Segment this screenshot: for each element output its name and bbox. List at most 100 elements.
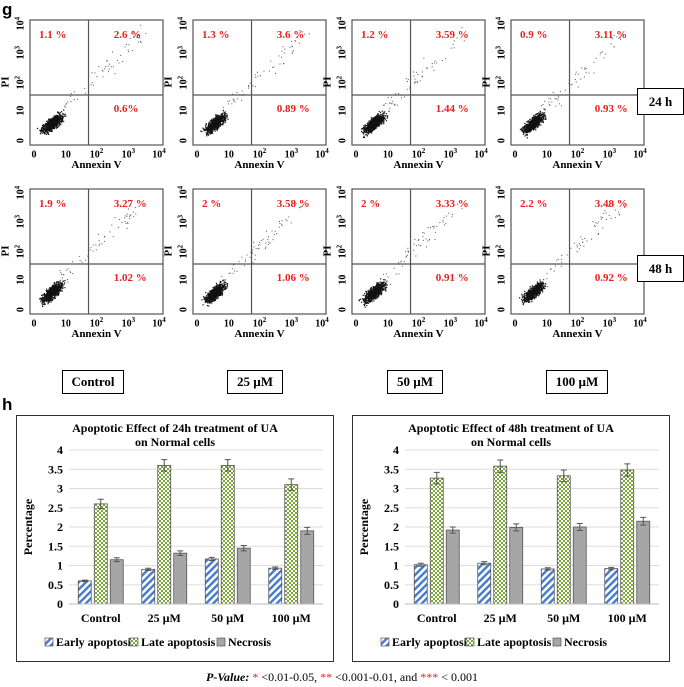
event-dot [374, 118, 377, 121]
event-dot [51, 124, 53, 127]
event-dot [210, 297, 212, 300]
y-tick-label: 103 [13, 42, 26, 62]
event-dot [55, 123, 57, 126]
x-tick-label: 10 [218, 316, 240, 329]
event-dot [368, 121, 371, 123]
event-dot [537, 121, 539, 123]
event-dot [49, 298, 51, 300]
event-dot [46, 126, 48, 129]
event-dot [542, 113, 544, 115]
event-dot [208, 127, 210, 130]
event-dot [62, 274, 64, 276]
event-dot [257, 248, 259, 250]
event-dot [117, 59, 119, 61]
tick-base: 10 [443, 149, 454, 161]
event-dot [585, 68, 587, 70]
event-dot [57, 292, 60, 295]
event-dot [51, 123, 53, 126]
event-dot [542, 115, 545, 117]
event-dot [218, 124, 220, 126]
event-dot [72, 273, 74, 275]
event-dot [272, 239, 274, 241]
event-dot [366, 135, 369, 137]
event-dot [526, 129, 528, 132]
event-dot [212, 300, 214, 302]
event-dot [243, 93, 245, 95]
event-dot [223, 283, 225, 285]
event-dot [552, 91, 554, 93]
event-dot [263, 70, 265, 72]
event-dot [217, 118, 219, 120]
event-dot [548, 104, 550, 106]
event-dot [366, 126, 368, 129]
event-dot [527, 129, 530, 131]
event-dot [41, 128, 43, 131]
event-dot [85, 92, 87, 94]
event-dot [53, 290, 55, 292]
event-dot [44, 124, 46, 126]
event-dot [49, 123, 51, 125]
event-dot [389, 102, 391, 104]
event-dot [70, 100, 72, 102]
event-dot [218, 119, 220, 121]
pct-late-apoptotic: 3.59 % [435, 29, 469, 41]
event-dot [213, 300, 215, 302]
tick-base: 10 [633, 149, 644, 161]
event-dot [370, 286, 372, 289]
event-dot [254, 74, 256, 76]
event-dot [47, 129, 49, 131]
event-dot [213, 292, 215, 294]
event-dot [56, 294, 58, 296]
event-dot [281, 220, 283, 222]
event-dot [57, 285, 59, 288]
event-dot [288, 216, 290, 218]
event-dot [46, 123, 48, 125]
event-dot [524, 131, 526, 133]
event-dot [49, 122, 51, 124]
event-dot [545, 117, 547, 119]
event-dot [540, 113, 542, 116]
event-dot [54, 120, 56, 122]
event-dot [210, 127, 212, 129]
event-dot [47, 290, 49, 292]
event-dot [373, 120, 375, 122]
event-dot [50, 294, 52, 296]
event-dot [65, 269, 67, 271]
event-dot [47, 126, 49, 128]
event-dot [41, 298, 43, 301]
event-dot [525, 125, 527, 127]
event-dot [585, 71, 587, 73]
event-dot [223, 112, 225, 114]
event-dot [535, 119, 537, 121]
event-dot [47, 301, 49, 304]
event-dot [557, 95, 559, 97]
event-dot [538, 119, 540, 121]
tick-exponent: 3 [453, 147, 458, 155]
event-dot [532, 120, 534, 122]
event-dot [363, 132, 365, 134]
event-dot [212, 292, 214, 294]
event-dot [57, 115, 59, 117]
event-dot [373, 116, 375, 118]
event-dot [574, 78, 576, 80]
event-dot [64, 105, 66, 107]
event-dot [50, 297, 52, 299]
event-dot [219, 285, 221, 287]
event-dot [206, 133, 209, 135]
event-dot [145, 32, 147, 34]
event-dot [370, 127, 372, 129]
event-dot [224, 121, 227, 123]
event-dot [294, 202, 296, 204]
event-dot [383, 111, 385, 113]
event-dot [46, 296, 48, 298]
event-dot [618, 37, 620, 39]
event-dot [134, 206, 136, 208]
x-tick-label: 0 [23, 316, 45, 329]
event-dot [209, 127, 211, 129]
event-dot [370, 117, 372, 119]
event-dot [537, 118, 539, 120]
event-dot [543, 116, 545, 118]
event-dot [214, 287, 217, 290]
event-dot [540, 113, 542, 115]
tick-base: 0 [31, 149, 37, 161]
